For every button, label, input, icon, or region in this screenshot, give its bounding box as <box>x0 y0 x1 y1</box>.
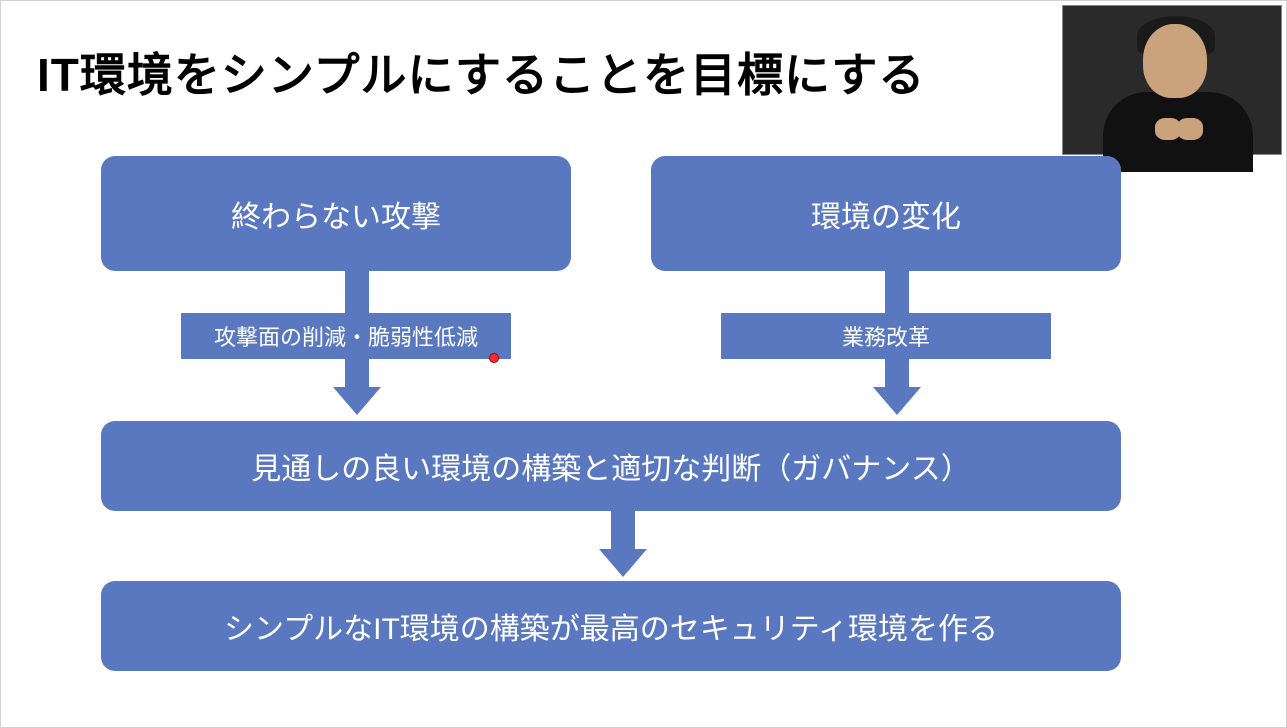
flow-arrow <box>599 511 647 577</box>
flow-node-n2: 環境の変化 <box>651 156 1121 271</box>
laser-pointer-icon <box>489 353 499 363</box>
presenter-hand <box>1177 118 1203 140</box>
flow-node-n3: 攻撃面の削減・脆弱性低減 <box>181 313 511 359</box>
slide-title: IT環境をシンプルにすることを目標にする <box>37 39 925 105</box>
flow-node-n5: 見通しの良い環境の構築と適切な判断（ガバナンス） <box>101 421 1121 511</box>
flow-node-n6: シンプルなIT環境の構築が最高のセキュリティ環境を作る <box>101 581 1121 671</box>
presenter-face <box>1143 24 1207 98</box>
flow-node-n4: 業務改革 <box>721 313 1051 359</box>
flow-node-n1: 終わらない攻撃 <box>101 156 571 271</box>
presenter-overlay <box>1062 5 1282 155</box>
